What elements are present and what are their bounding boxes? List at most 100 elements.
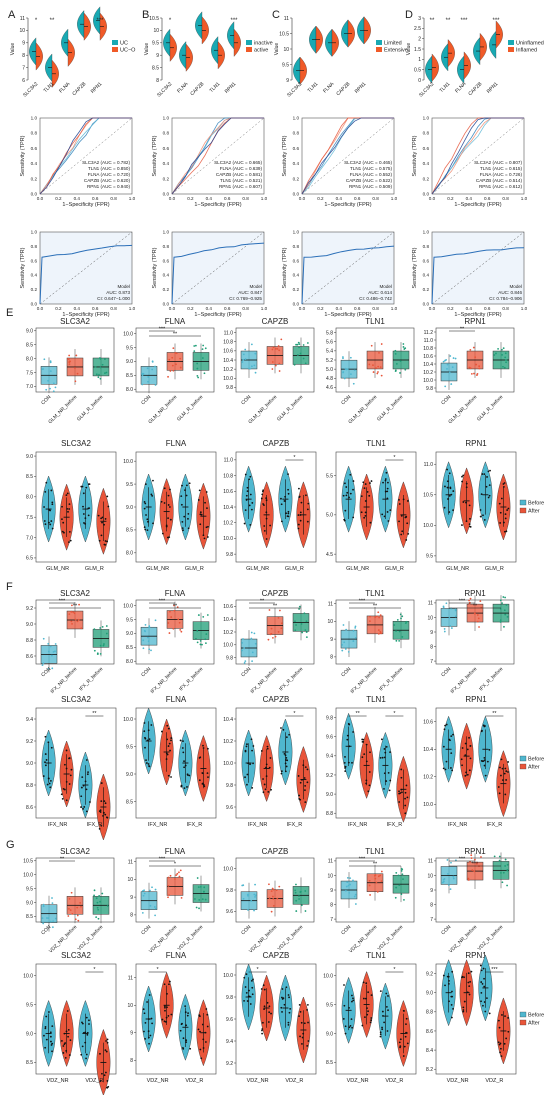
y-tick-label: 8.6 (26, 654, 33, 660)
data-point (504, 793, 507, 796)
data-point (469, 367, 472, 370)
y-tick-label: 0.0 (293, 302, 300, 307)
data-point (106, 1038, 109, 1041)
y-tick-label: 8.5 (126, 645, 133, 651)
data-point (146, 367, 149, 370)
panel-letter: A (8, 9, 16, 21)
data-point (284, 770, 287, 773)
data-point (381, 1028, 384, 1031)
data-point (377, 611, 380, 614)
y-tick-label: 1.0 (423, 116, 430, 121)
data-point (45, 1038, 48, 1041)
data-point (65, 767, 68, 770)
data-point (449, 625, 452, 627)
data-point (197, 886, 200, 889)
data-point (260, 750, 263, 752)
data-point (280, 520, 283, 523)
data-point (166, 753, 169, 756)
data-point (349, 356, 352, 359)
gene-title: TLN1 (366, 951, 386, 960)
data-point (400, 776, 403, 779)
data-point (269, 633, 272, 636)
data-point (265, 499, 268, 502)
data-point (105, 371, 108, 374)
data-point (86, 1031, 89, 1034)
data-point (500, 871, 502, 874)
data-point (146, 1001, 148, 1003)
y-tick-label: 0.2 (293, 176, 300, 181)
data-point (47, 650, 50, 653)
data-point (483, 985, 486, 988)
x-tick-label: 1.0 (261, 196, 268, 201)
data-point (180, 785, 183, 788)
y-tick-label: 9.0 (26, 761, 33, 767)
gene-title: RPN1 (464, 589, 486, 598)
y-tick-label: 8 (430, 902, 433, 908)
data-point (144, 528, 147, 531)
data-point (347, 650, 350, 653)
data-point (167, 774, 170, 777)
data-point (302, 1032, 305, 1035)
x-tick-label: 0.6 (354, 306, 361, 311)
data-point (398, 503, 401, 505)
category-label: IFX_R (287, 822, 303, 828)
x-tick-label: 0.4 (466, 196, 473, 201)
y-tick-label: 6 (22, 78, 25, 84)
data-point (477, 617, 480, 620)
data-point (296, 354, 299, 356)
data-point (272, 897, 275, 900)
data-point (272, 888, 275, 891)
y-tick-label: 11 (428, 601, 433, 607)
data-point (179, 357, 182, 360)
y-tick-label: 9.5 (326, 1002, 333, 1008)
y-tick-label: 0.6 (163, 146, 170, 151)
data-point (266, 1001, 269, 1004)
data-point (202, 747, 205, 749)
data-point (377, 629, 380, 631)
gene-title: RPN1 (464, 847, 486, 856)
data-point (476, 862, 478, 865)
data-point (103, 523, 106, 526)
data-point (85, 759, 88, 761)
data-point (161, 730, 163, 733)
data-point (267, 790, 270, 793)
y-tick-label: 9.6 (226, 1017, 233, 1023)
y-tick-label: 0.6 (293, 146, 300, 151)
y-tick-label: 0.2 (293, 287, 300, 292)
data-point (379, 756, 382, 759)
data-point (351, 994, 353, 997)
y-tick-label: 11 (428, 859, 433, 865)
data-point (47, 917, 50, 920)
data-point (342, 494, 345, 497)
data-point (103, 800, 106, 803)
data-point (280, 338, 283, 341)
data-point (369, 521, 372, 524)
data-point (104, 518, 107, 520)
data-point (272, 636, 274, 639)
gene-title: FLNA (166, 951, 187, 960)
data-point (369, 615, 371, 618)
y-tick-label: 10.0 (323, 973, 333, 979)
category-label: CON (40, 394, 52, 406)
data-point (342, 371, 344, 374)
data-point (368, 784, 371, 787)
data-point (500, 758, 503, 761)
data-point (85, 486, 88, 489)
y-tick-label: 9.2 (26, 739, 33, 745)
x-axis-title: 1−Specificity (FPR) (324, 202, 371, 208)
data-point (470, 857, 473, 860)
y-tick-label: 8.6 (26, 805, 33, 811)
data-point (186, 1014, 189, 1017)
data-point (354, 636, 357, 639)
y-tick-label: 0 (418, 78, 421, 84)
data-point (466, 748, 469, 751)
data-point (502, 483, 505, 485)
data-point (276, 897, 279, 900)
data-point (344, 1025, 347, 1028)
y-tick-label: 8.6 (426, 1029, 433, 1035)
data-point (251, 502, 254, 504)
data-point (300, 1021, 303, 1024)
data-point (179, 869, 182, 872)
data-point (82, 1031, 85, 1034)
gene-title: SLC3A2 (60, 317, 90, 326)
